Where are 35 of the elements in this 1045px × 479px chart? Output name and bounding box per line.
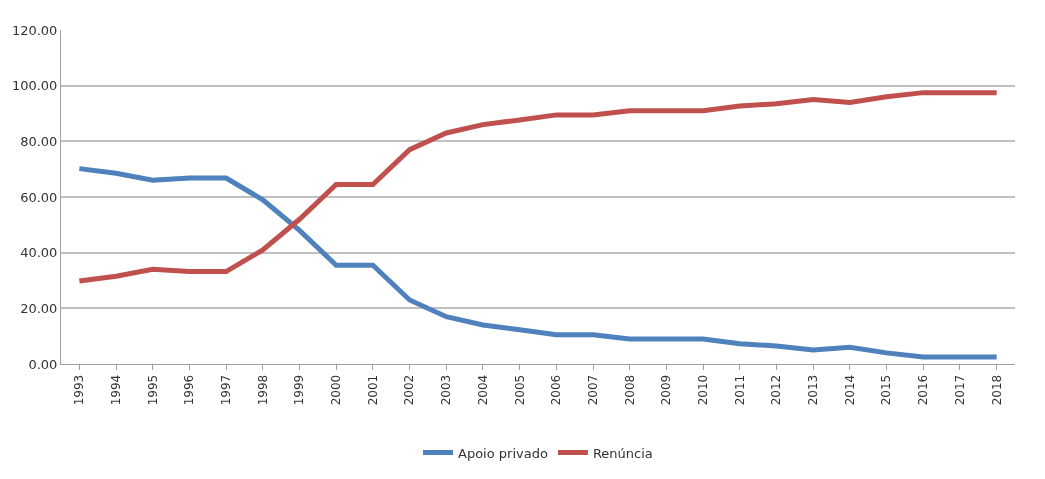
x-tick-label: 1999 [292, 374, 307, 406]
x-tick-label: 1993 [72, 374, 87, 406]
x-tick-label: 1995 [145, 374, 160, 406]
x-tick-label: 2017 [952, 374, 967, 406]
y-tick-label: 80.00 [20, 133, 58, 149]
x-tick-label: 1994 [108, 374, 123, 406]
x-tick-label: 2015 [879, 374, 894, 406]
y-tick-label: 0.00 [28, 356, 58, 372]
x-tick-label: 2011 [732, 374, 747, 406]
x-tick-label: 1997 [219, 374, 234, 406]
y-tick-label: 120.00 [11, 22, 58, 38]
x-tick-label: 2009 [659, 374, 674, 406]
legend-label: Renúncia [592, 445, 653, 461]
y-tick-label: 100.00 [11, 78, 58, 94]
x-tick-label: 2000 [329, 374, 344, 406]
x-tick-label: 2007 [585, 374, 600, 406]
x-tick-label: 2008 [622, 374, 637, 406]
legend-label: Apoio privado [458, 445, 548, 461]
x-tick-label: 2014 [842, 374, 857, 406]
x-tick-label: 2013 [806, 374, 821, 406]
x-tick-label: 1996 [182, 374, 197, 406]
x-tick-label: 2004 [475, 374, 490, 406]
y-tick-label: 40.00 [20, 245, 58, 261]
x-tick-label: 2010 [696, 374, 711, 406]
x-tick-label: 2012 [769, 374, 784, 406]
x-tick-label: 1998 [255, 374, 270, 406]
x-tick-label: 2002 [402, 374, 417, 406]
y-tick-label: 60.00 [20, 189, 58, 205]
x-tick-label: 2006 [549, 374, 564, 406]
x-tick-label: 2005 [512, 374, 527, 406]
x-tick-label: 2003 [439, 374, 454, 406]
y-tick-label: 20.00 [20, 300, 58, 316]
x-tick-label: 2018 [989, 374, 1004, 406]
x-tick-label: 2016 [916, 374, 931, 406]
x-tick-label: 2001 [365, 374, 380, 406]
